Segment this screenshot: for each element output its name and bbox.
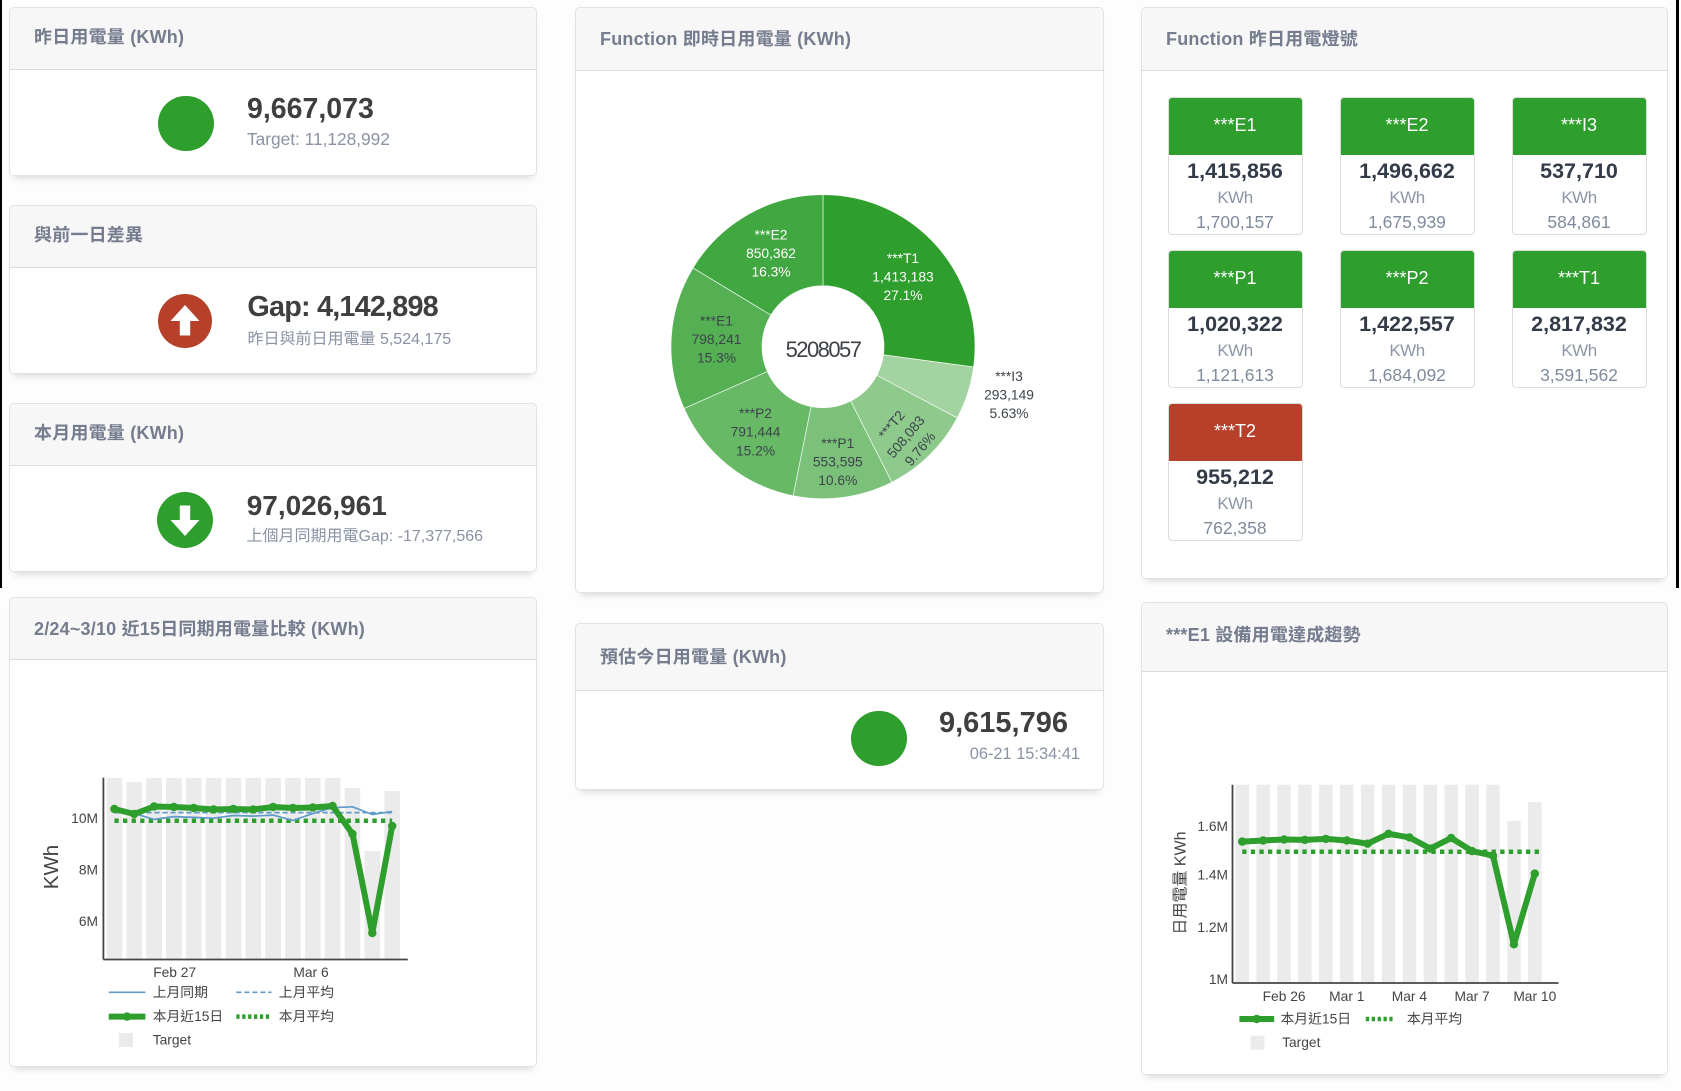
svg-text:***E2: ***E2 xyxy=(755,227,788,242)
svg-text:Mar 7: Mar 7 xyxy=(1454,989,1489,1004)
svg-text:上月平均: 上月平均 xyxy=(279,985,334,1000)
svg-text:5208057: 5208057 xyxy=(786,337,862,362)
svg-text:Target: Target xyxy=(1282,1035,1321,1050)
svg-text:8M: 8M xyxy=(79,863,98,878)
svg-text:***P1: ***P1 xyxy=(821,436,854,451)
svg-text:293,149: 293,149 xyxy=(984,387,1034,402)
svg-text:6M: 6M xyxy=(79,914,98,929)
svg-text:27.1%: 27.1% xyxy=(883,288,922,303)
svg-text:15.2%: 15.2% xyxy=(736,443,775,458)
svg-text:本月平均: 本月平均 xyxy=(1407,1012,1462,1027)
svg-text:553,595: 553,595 xyxy=(813,455,863,470)
svg-text:***E1: ***E1 xyxy=(700,314,733,329)
svg-text:10M: 10M xyxy=(71,811,98,826)
svg-text:上月同期: 上月同期 xyxy=(153,985,208,1000)
svg-text:1.6M: 1.6M xyxy=(1197,819,1228,834)
svg-text:16.3%: 16.3% xyxy=(751,265,790,280)
svg-text:798,241: 798,241 xyxy=(692,332,742,347)
svg-text:KWh: KWh xyxy=(40,845,63,889)
svg-text:15.3%: 15.3% xyxy=(697,351,736,366)
svg-text:本月近15日: 本月近15日 xyxy=(153,1009,224,1024)
svg-text:***P2: ***P2 xyxy=(739,406,772,421)
svg-text:本月平均: 本月平均 xyxy=(279,1009,334,1024)
svg-text:Mar 1: Mar 1 xyxy=(1329,989,1364,1004)
svg-text:Mar 4: Mar 4 xyxy=(1392,989,1428,1004)
svg-text:Feb 26: Feb 26 xyxy=(1263,989,1306,1004)
svg-text:850,362: 850,362 xyxy=(746,246,796,261)
svg-text:***I3: ***I3 xyxy=(995,369,1023,384)
svg-text:1,413,183: 1,413,183 xyxy=(872,270,934,285)
svg-text:***T1: ***T1 xyxy=(887,251,919,266)
svg-text:1.4M: 1.4M xyxy=(1197,868,1228,883)
svg-text:1.2M: 1.2M xyxy=(1197,920,1228,935)
svg-text:本月近15日: 本月近15日 xyxy=(1281,1012,1352,1027)
svg-text:Mar 10: Mar 10 xyxy=(1513,989,1556,1004)
svg-text:5.63%: 5.63% xyxy=(989,406,1028,421)
svg-text:日用電量 KWh: 日用電量 KWh xyxy=(1173,831,1190,934)
svg-text:Mar 6: Mar 6 xyxy=(293,965,329,980)
svg-text:Feb 27: Feb 27 xyxy=(153,965,196,980)
svg-text:791,444: 791,444 xyxy=(731,425,781,440)
svg-text:10.6%: 10.6% xyxy=(818,473,857,488)
svg-text:1M: 1M xyxy=(1209,972,1228,987)
svg-text:Target: Target xyxy=(153,1033,192,1048)
